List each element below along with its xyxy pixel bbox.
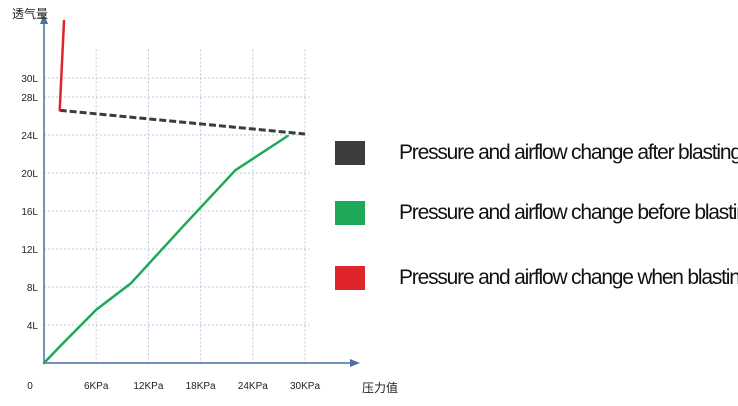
x-tick-label-4: 30KPa (290, 381, 320, 392)
x-axis-title: 压力值 (362, 380, 398, 395)
x-tick-label-3: 24KPa (238, 381, 268, 392)
y-tick-label-6: 28L (21, 93, 38, 104)
y-tick-label-2: 12L (21, 245, 38, 256)
y-tick-label-0: 4L (27, 321, 39, 332)
legend-swatch-when-blasting (335, 266, 365, 290)
y-tick-label-1: 8L (27, 283, 39, 294)
legend-swatch-after-blasting (335, 141, 365, 165)
y-axis-arrow (40, 14, 48, 24)
legend-label-before-blasting: Pressure and airflow change before blast… (399, 201, 738, 224)
legend-item-after-blasting: Pressure and airflow change after blasti… (335, 140, 738, 166)
series-when-blasting (58, 19, 66, 112)
series-after-blasting (59, 108, 306, 136)
legend-swatch-before-blasting (335, 201, 365, 225)
origin-label: 0 (27, 381, 33, 392)
y-tick-label-4: 20L (21, 169, 38, 180)
series-before-blasting (42, 134, 289, 365)
legend-label-when-blasting: Pressure and airflow change when blastin… (399, 266, 738, 289)
y-tick-label-3: 16L (21, 207, 38, 218)
legend-item-when-blasting: Pressure and airflow change when blastin… (335, 265, 738, 291)
x-tick-label-1: 12KPa (133, 381, 163, 392)
legend-item-before-blasting: Pressure and airflow change before blast… (335, 200, 738, 226)
y-axis-title: 透气量 (12, 6, 48, 21)
x-axis-arrow (350, 359, 360, 367)
y-tick-label-5: 24L (21, 131, 38, 142)
legend-label-after-blasting: Pressure and airflow change after blasti… (399, 141, 738, 164)
x-tick-label-0: 6KPa (84, 381, 109, 392)
x-tick-label-2: 18KPa (186, 381, 216, 392)
y-tick-label-7: 30L (21, 74, 38, 85)
